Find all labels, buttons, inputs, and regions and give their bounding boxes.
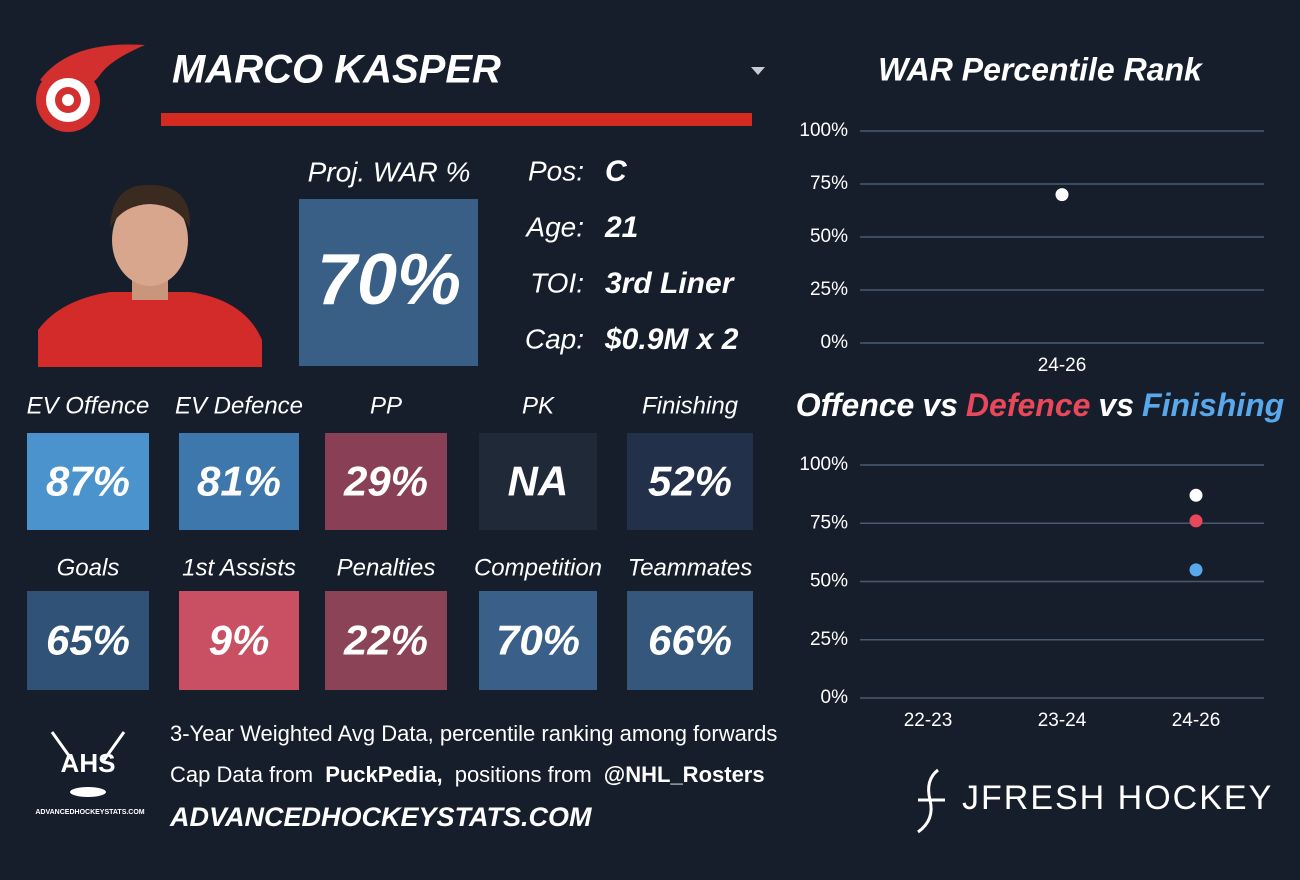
tile [479, 591, 597, 690]
stat-tiles: EV Offence 87% EV Defence 81% PP 29% PK NA Finis… [27, 392, 753, 690]
tile [179, 433, 299, 530]
tile-label: Teammates [628, 554, 753, 581]
tile [325, 433, 447, 530]
data-point [1189, 488, 1203, 502]
x-tick-label: 23-24 [1038, 710, 1087, 731]
tile-value: 22% [343, 617, 428, 664]
bio-value: $0.9M x 2 [604, 323, 739, 356]
summary-box [299, 199, 478, 366]
x-tick-label: 24-26 [1038, 355, 1087, 376]
tile-label: PP [370, 392, 402, 419]
summary-label: Proj. WAR % [308, 156, 471, 187]
tile-label: PK [522, 392, 555, 419]
bio-label: TOI: [530, 267, 584, 298]
bio-value: 3rd Liner [605, 267, 736, 300]
tile [325, 591, 447, 690]
ahs-logo-text: AHS [61, 748, 116, 778]
tile-label: Finishing [642, 392, 739, 419]
tile-value: 66% [648, 617, 732, 664]
tile-value: 87% [46, 458, 130, 505]
player-photo [38, 184, 262, 367]
bio: Pos: C Age: 21 TOI: 3rd Liner Cap: $0.9M x 2 [524, 155, 738, 356]
y-tick-label: 25% [810, 629, 848, 650]
ahs-logo-caption: ADVANCEDHOCKEYSTATS.COM [35, 809, 144, 816]
x-tick-label: 24-26 [1172, 710, 1221, 731]
y-tick-label: 0% [821, 687, 849, 708]
tile-label: 1st Assists [182, 554, 296, 581]
ahs-logo [50, 731, 126, 797]
legend-entry: Offence [796, 387, 915, 423]
name-underline [161, 113, 752, 126]
x-tick-label: 22-23 [904, 710, 953, 731]
dropdown-toggle[interactable] [751, 67, 765, 75]
tile-label: EV Offence [27, 392, 150, 419]
tile-value: 29% [343, 458, 428, 505]
credit-source[interactable]: PuckPedia, [325, 762, 442, 787]
chart-title: Offence vs Defence vs Finishing [796, 387, 1284, 423]
y-tick-label: 50% [810, 571, 848, 592]
tile-label: Competition [474, 554, 602, 581]
tile-value: 52% [648, 458, 732, 505]
brand-logo [917, 768, 945, 834]
data-point [1189, 563, 1203, 577]
data-point [1189, 514, 1203, 528]
tile-value: NA [508, 458, 569, 505]
tile [27, 433, 149, 530]
tile [27, 591, 149, 690]
site-link[interactable]: ADVANCEDHOCKEYSTATS.COM [169, 802, 592, 832]
bio-label: Cap: [525, 323, 584, 354]
legend-entry: Finishing [1142, 387, 1284, 423]
bio-label: Pos: [528, 155, 584, 186]
player-name: MARCO KASPER [172, 48, 501, 92]
tile-value: 65% [46, 617, 130, 664]
legend-entry: Defence [966, 387, 1091, 423]
bio-value: 21 [604, 211, 638, 244]
tile [627, 433, 753, 530]
bio-value: C [605, 155, 628, 188]
tile-value: 81% [197, 458, 281, 505]
summary-value: 70% [317, 240, 461, 320]
brand-name: JFRESH HOCKEY [962, 779, 1273, 817]
y-tick-label: 25% [810, 279, 848, 300]
credit-source[interactable]: @NHL_Rosters [604, 762, 765, 787]
y-tick-label: 0% [821, 332, 849, 353]
tile-label: Penalties [337, 554, 436, 581]
tile-label: EV Defence [175, 392, 303, 419]
title-joiner: vs [1098, 387, 1134, 423]
footer-credits: Cap Data from PuckPedia, positions from … [170, 762, 765, 787]
tile [179, 591, 299, 690]
tile [627, 591, 753, 690]
chart-title: WAR Percentile Rank [878, 51, 1204, 87]
y-tick-label: 50% [810, 226, 848, 247]
bio-label: Age: [524, 211, 584, 242]
tile-label: Goals [57, 554, 120, 581]
tile [479, 433, 597, 530]
title-joiner: vs [922, 387, 958, 423]
tile-value: 9% [209, 617, 270, 664]
y-tick-label: 100% [799, 454, 848, 475]
footer-note: 3-Year Weighted Avg Data, percentile ran… [170, 721, 777, 746]
tile-value: 70% [496, 617, 580, 664]
y-tick-label: 100% [799, 120, 848, 141]
charts: WAR Percentile Rank 0% 25% 50% 75% 100% 24-26 O… [796, 51, 1284, 731]
y-tick-label: 75% [810, 173, 848, 194]
credit-text: Cap Data from [170, 762, 313, 787]
credit-text: positions from [455, 762, 592, 787]
team-logo [36, 44, 145, 132]
data-point [1055, 188, 1069, 202]
y-tick-label: 75% [810, 512, 848, 533]
